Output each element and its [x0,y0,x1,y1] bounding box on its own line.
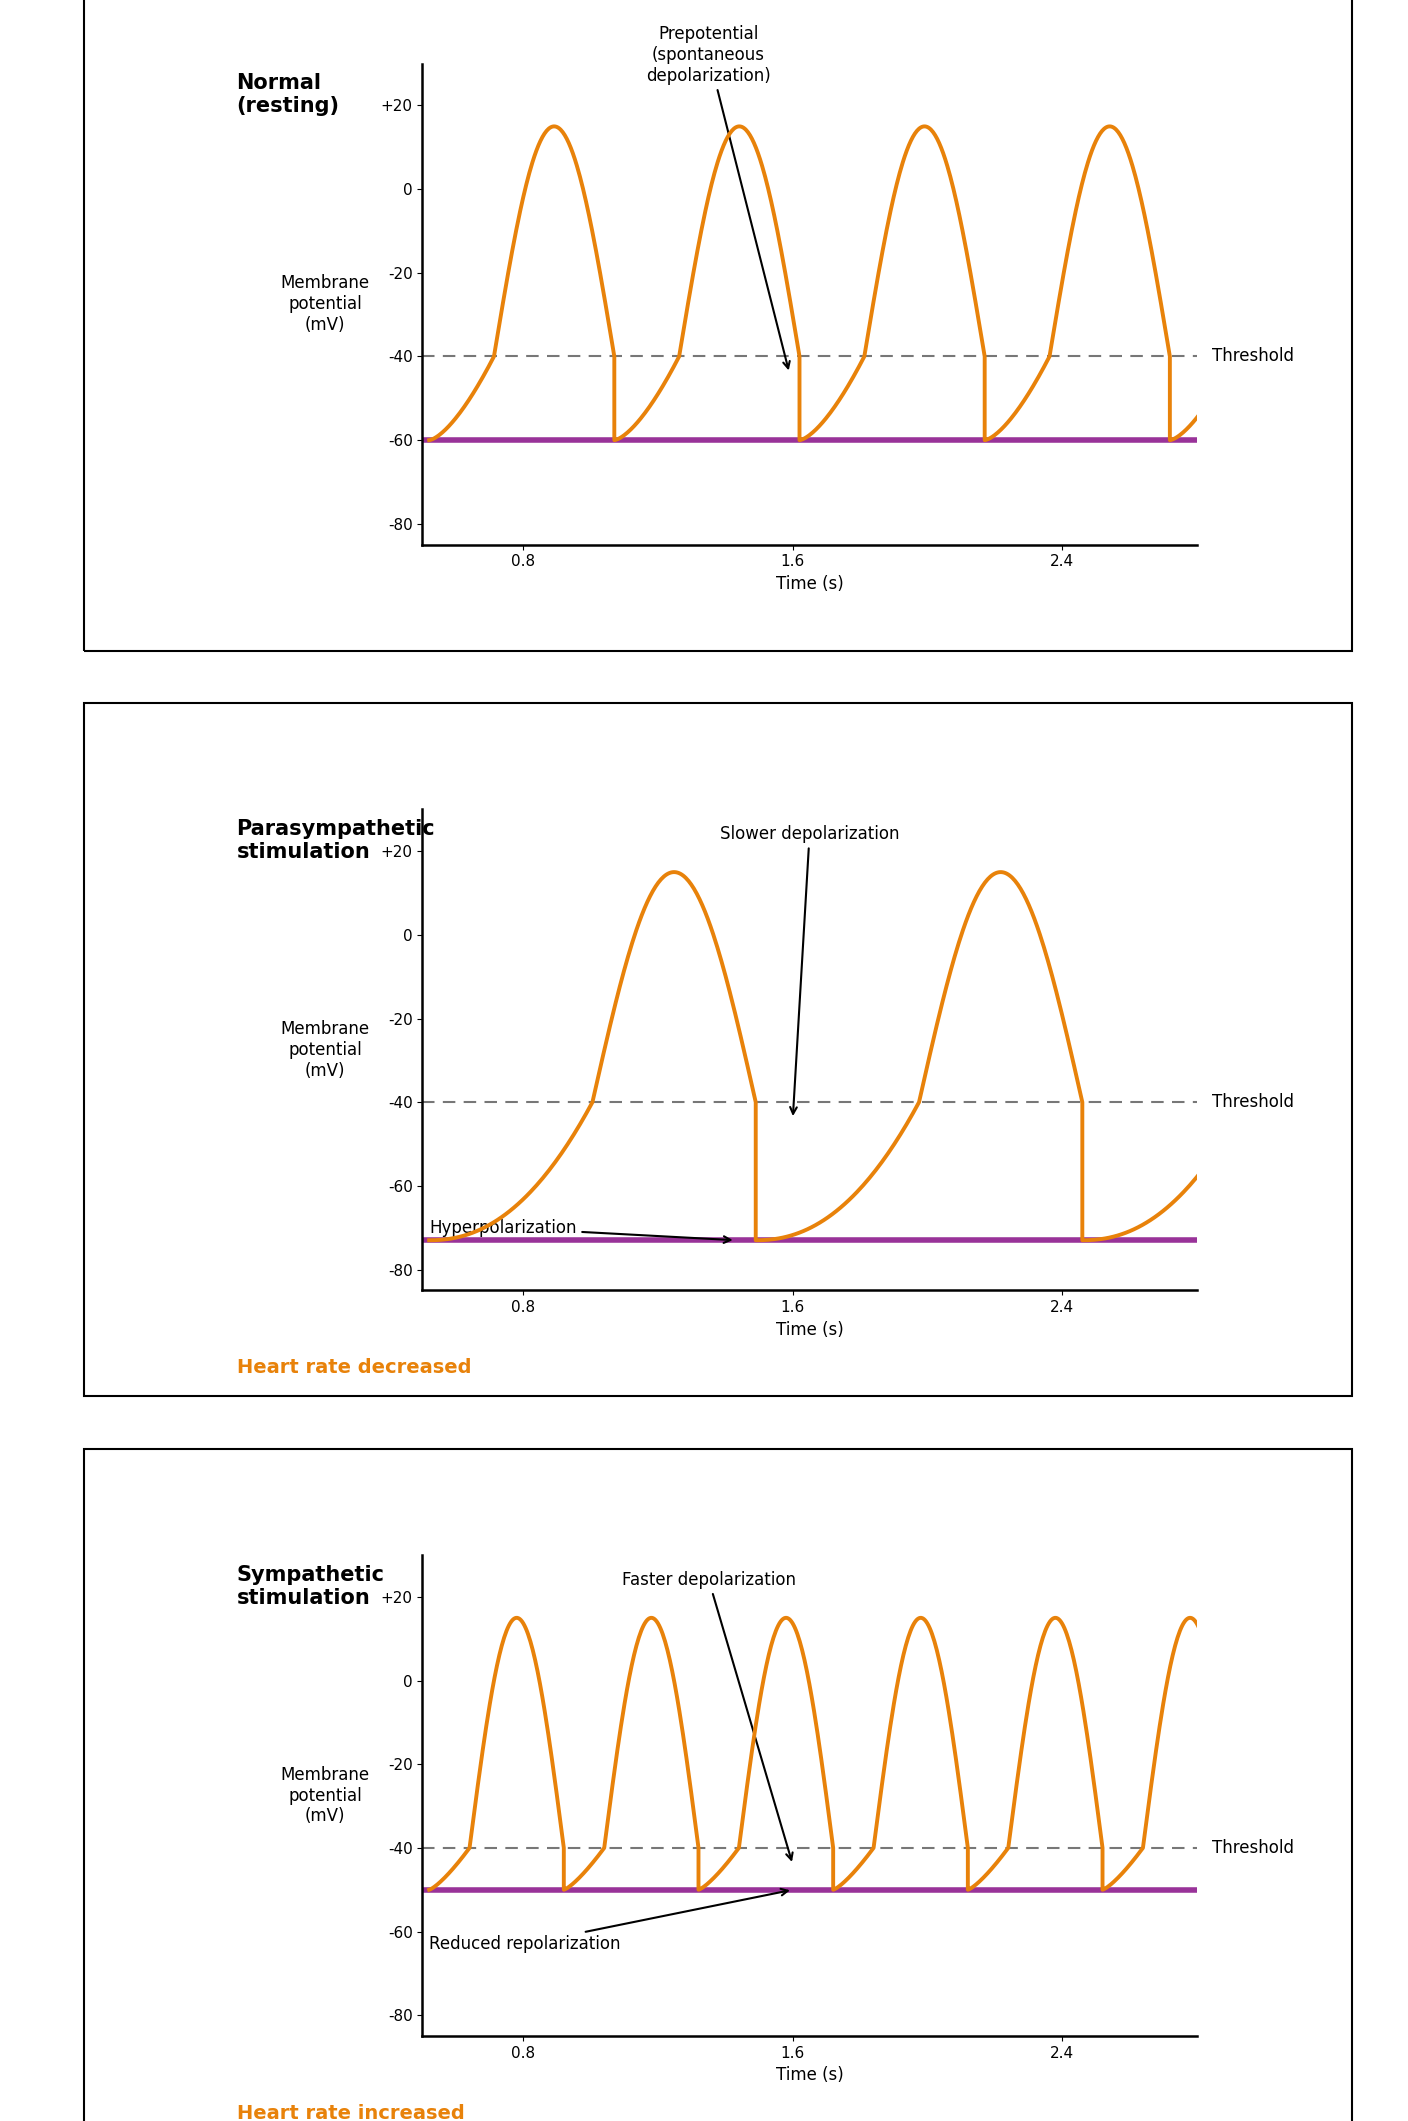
Text: Faster depolarization: Faster depolarization [621,1570,796,1860]
Text: Hyperpolarization: Hyperpolarization [429,1220,731,1243]
X-axis label: Time (s): Time (s) [776,2066,843,2085]
Text: Slower depolarization: Slower depolarization [719,825,900,1114]
Y-axis label: Membrane
potential
(mV): Membrane potential (mV) [280,1020,369,1080]
Text: Reduced repolarization: Reduced repolarization [429,1890,787,1953]
Y-axis label: Membrane
potential
(mV): Membrane potential (mV) [280,1767,369,1826]
Y-axis label: Membrane
potential
(mV): Membrane potential (mV) [280,274,369,333]
X-axis label: Time (s): Time (s) [776,575,843,594]
Text: Normal
(resting): Normal (resting) [237,74,339,117]
Text: Heart rate increased: Heart rate increased [237,2104,465,2121]
X-axis label: Time (s): Time (s) [776,1321,843,1338]
Text: Parasympathetic
stimulation: Parasympathetic stimulation [237,819,435,861]
Text: Sympathetic
stimulation: Sympathetic stimulation [237,1565,384,1608]
Text: Threshold: Threshold [1212,348,1294,365]
Text: Prepotential
(spontaneous
depolarization): Prepotential (spontaneous depolarization… [646,25,790,369]
Text: Threshold: Threshold [1212,1092,1294,1111]
Text: Threshold: Threshold [1212,1839,1294,1856]
Text: Heart rate decreased: Heart rate decreased [237,1357,472,1377]
